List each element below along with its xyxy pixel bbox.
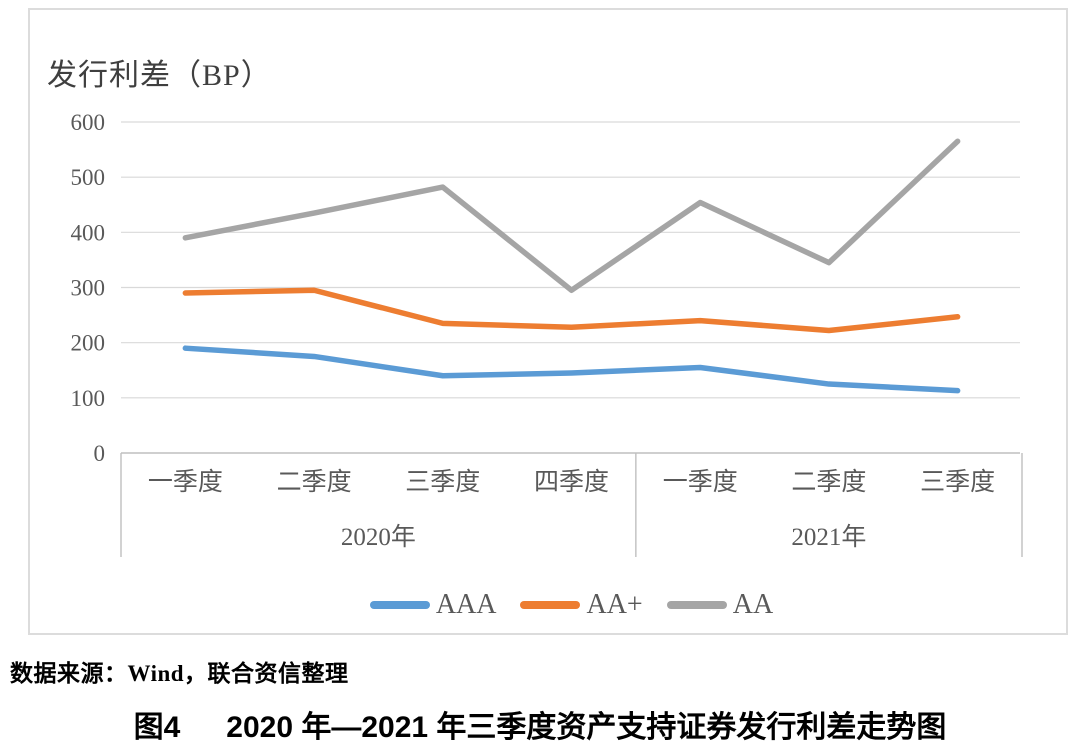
x-category-label: 一季度 bbox=[148, 468, 223, 496]
x-category-label: 一季度 bbox=[663, 468, 738, 496]
source-note: 数据来源：Wind，联合资信整理 bbox=[10, 661, 349, 686]
series-line-aa bbox=[182, 138, 961, 294]
y-tick-label: 500 bbox=[71, 165, 106, 190]
series-line-aaa bbox=[182, 345, 961, 394]
x-group-label: 2020年 bbox=[341, 523, 416, 551]
y-tick-label: 300 bbox=[71, 276, 106, 301]
legend-swatch bbox=[369, 601, 430, 609]
legend-item-aa: AA bbox=[666, 589, 774, 621]
x-category-label: 四季度 bbox=[534, 468, 609, 496]
legend-swatch bbox=[520, 601, 581, 609]
legend-item-aaa: AAA bbox=[369, 589, 497, 621]
figure-caption: 图4 2020 年—2021 年三季度资产支持证券发行利差走势图 bbox=[0, 702, 1080, 743]
legend-item-aaplus: AA+ bbox=[520, 589, 643, 621]
figure-caption-text: 2020 年—2021 年三季度资产支持证券发行利差走势图 bbox=[226, 711, 947, 743]
legend-label: AA bbox=[732, 589, 774, 620]
x-category-label: 二季度 bbox=[791, 468, 866, 496]
figure-number: 图4 bbox=[133, 711, 181, 743]
legend-swatch bbox=[666, 601, 727, 609]
y-tick-label: 200 bbox=[71, 331, 106, 356]
x-category-label: 三季度 bbox=[920, 468, 995, 496]
x-category-label: 三季度 bbox=[405, 468, 480, 496]
chart-legend: AAA AA+ AA bbox=[121, 588, 1022, 622]
x-category-label: 二季度 bbox=[277, 468, 352, 496]
legend-label: AAA bbox=[435, 589, 497, 620]
legend-label: AA+ bbox=[586, 589, 643, 620]
y-tick-label: 100 bbox=[71, 386, 106, 411]
y-tick-label: 600 bbox=[71, 110, 106, 135]
x-group-label: 2021年 bbox=[791, 523, 866, 551]
series-line-aaplus bbox=[182, 287, 961, 334]
chart-title: 发行利差（BP） bbox=[47, 59, 272, 92]
y-tick-label: 0 bbox=[94, 441, 106, 466]
y-tick-label: 400 bbox=[71, 220, 106, 245]
